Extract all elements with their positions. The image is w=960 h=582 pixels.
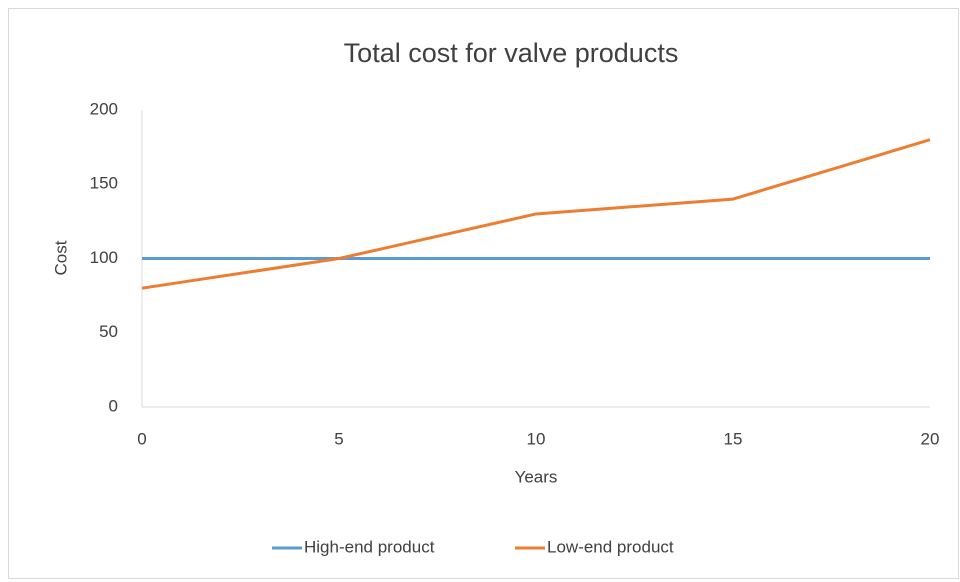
x-tick-label: 10	[527, 429, 546, 448]
y-tick-label: 0	[109, 396, 118, 415]
y-axis-label: Cost	[51, 240, 70, 275]
x-tick-label: 0	[137, 429, 146, 448]
y-tick-label: 100	[90, 248, 118, 267]
chart-border	[8, 8, 959, 579]
x-tick-label: 15	[724, 429, 743, 448]
chart-title: Total cost for valve products	[344, 38, 679, 68]
x-tick-label: 20	[921, 429, 940, 448]
x-tick-label: 5	[334, 429, 343, 448]
line-series	[141, 138, 931, 290]
y-tick-label: 200	[90, 99, 118, 118]
legend-label: High-end product	[304, 537, 435, 556]
x-axis-label: Years	[515, 467, 558, 486]
legend-label: Low-end product	[547, 537, 674, 556]
y-tick-label: 150	[90, 174, 118, 193]
y-tick-label: 50	[99, 322, 118, 341]
